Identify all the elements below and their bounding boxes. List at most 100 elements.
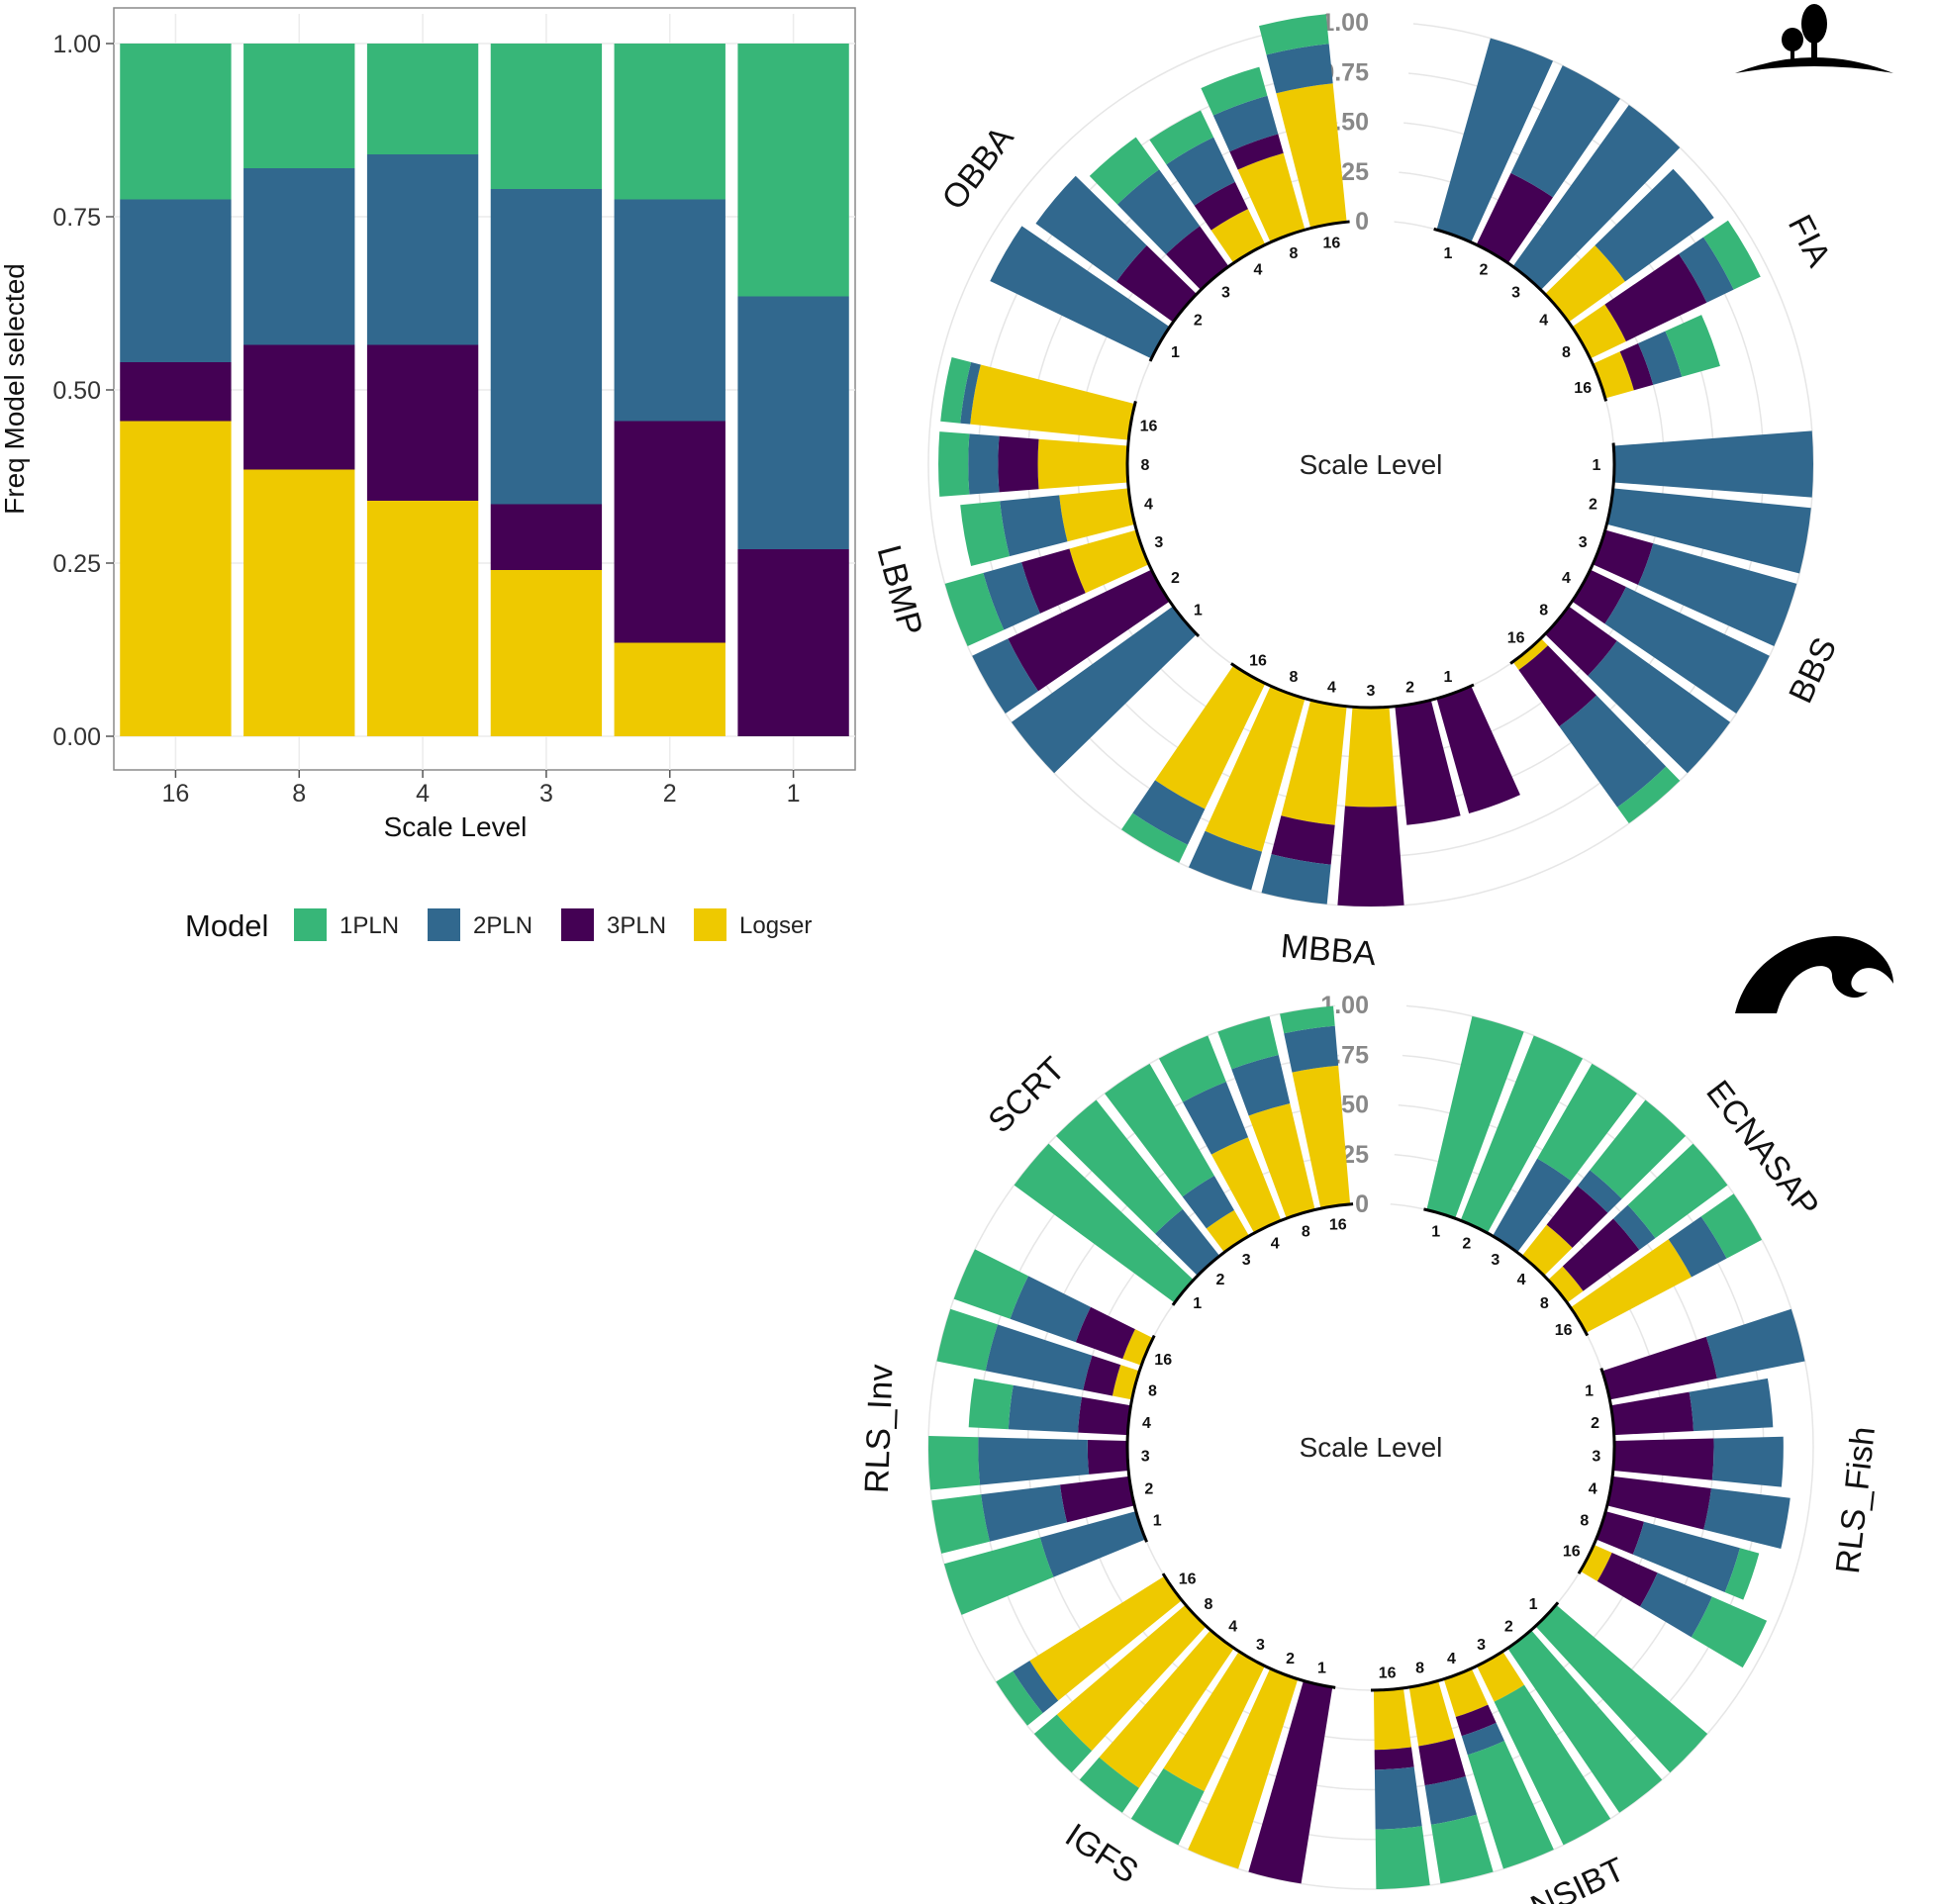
scale-level-label: 1: [1431, 1224, 1440, 1241]
radial-segment-scrt-1pln-2: [1055, 1099, 1183, 1234]
scale-level-label: 1: [1529, 1596, 1538, 1613]
scale-level-label: 1: [1444, 245, 1453, 262]
radial-segment-mbba-2pln-4: [1261, 854, 1331, 904]
radial-segment-rls-inv-3pln-3: [1087, 1439, 1129, 1475]
bar-segment-2pln-3: [490, 189, 603, 505]
scale-level-label: 4: [1562, 570, 1571, 587]
scale-level-label: 3: [1579, 534, 1588, 551]
radial-segment-rls-inv-1pln-2: [931, 1494, 990, 1554]
radial-segment-bbs-2pln-3: [1637, 543, 1797, 647]
scale-level-label: 16: [1563, 1543, 1581, 1560]
scale-level-label: 16: [1507, 630, 1525, 647]
radial-segment-rls-fish-2pln-16: [1639, 1572, 1712, 1638]
legend-title: Model: [185, 908, 268, 943]
radial-segment-obba-3pln-8: [1229, 134, 1284, 170]
bar-segment-3pln-16: [120, 362, 232, 422]
radial-segment-scrt-1pln-1: [1014, 1143, 1194, 1303]
scale-level-label: 2: [1480, 262, 1489, 279]
scale-level-label: 3: [1256, 1637, 1265, 1654]
bar-segment-2pln-8: [243, 168, 355, 345]
radial-segment-obba-2pln-4: [1166, 137, 1235, 206]
radial-segment-rls-fish-1pln-16: [1691, 1596, 1768, 1668]
radial-group-baseline: [1509, 442, 1616, 665]
tree-on-hill-icon: [1735, 4, 1893, 73]
radial-segment-lbmp-1pln-3: [944, 573, 1005, 647]
bar-chart-y-ticks: 0.00 0.25 0.50 0.75 1.00: [52, 31, 114, 751]
dataset-label-igfs: IGFS: [1058, 1816, 1144, 1890]
radial-group-baseline: [1148, 220, 1350, 362]
radial-segment-bbs-2pln-4: [1604, 587, 1770, 714]
radial-segment-nsibt-3pln-16: [1374, 1747, 1414, 1770]
dataset-label-bbs: BBS: [1782, 631, 1844, 709]
scale-level-label: 3: [1141, 1448, 1150, 1465]
radial-segment-rls-fish-2pln-4: [1703, 1488, 1790, 1550]
radial-segment-obba-1pln-3: [1089, 137, 1160, 205]
radial-segment-fia-2pln-16: [1637, 331, 1683, 385]
radial-group-bbs: 1 2 3 48 16 BBS: [1507, 430, 1844, 824]
radial-tick-label: 0: [1355, 1190, 1369, 1218]
radial-segment-nsibt-3pln-4: [1455, 1704, 1497, 1737]
x-tick-label: 3: [539, 780, 553, 808]
radial-segment-obba-3pln-4: [1194, 181, 1248, 231]
radial-segment-rls-inv-3pln-2: [1059, 1476, 1135, 1523]
scale-level-label: 4: [1589, 1480, 1597, 1497]
bar-segment-2pln-16: [120, 199, 232, 362]
radial-segment-bbs-3pln-3: [1593, 529, 1654, 585]
radial-segment-ecnasap-2pln-3: [1492, 1158, 1572, 1253]
radial-segment-nsibt-logser-16: [1373, 1687, 1411, 1751]
radial-segment-ecnasap-logser-4: [1521, 1224, 1573, 1277]
radial-segment-fia-logser-8: [1572, 304, 1626, 359]
scale-level-label: 1: [1317, 1661, 1326, 1677]
x-tick-label: 2: [663, 780, 677, 808]
scale-level-label: 2: [1591, 1415, 1599, 1432]
scale-level-label: 2: [1171, 570, 1180, 587]
radial-segment-lbmp-3pln-2: [1008, 569, 1170, 692]
radial-segment-fia-3pln-16: [1619, 343, 1654, 391]
dataset-label-nsibt: NSIBT: [1525, 1851, 1631, 1904]
radial-segment-fia-2pln-1: [1436, 38, 1554, 242]
radial-segment-mbba-logser-3: [1344, 707, 1398, 808]
radial-segment-ecnasap-3pln-4: [1546, 1186, 1608, 1248]
radial-segment-lbmp-2pln-4: [1000, 495, 1068, 557]
radial-group-igfs: 1 2 3 48 16 IGFS: [996, 1571, 1336, 1891]
radial-segment-lbmp-1pln-4: [960, 501, 1011, 567]
radial-segment-bbs-2pln-1: [1613, 430, 1813, 498]
scale-level-label: 2: [1589, 497, 1597, 514]
scale-level-label: 4: [1228, 1619, 1237, 1636]
radial-segment-ecnasap-1pln-4: [1590, 1099, 1687, 1199]
radial-segment-rls-inv-3pln-8: [1083, 1355, 1121, 1396]
x-tick-label: 16: [162, 780, 190, 808]
radial-segment-rls-inv-2pln-16: [1010, 1276, 1091, 1343]
bar-segment-logser-8: [243, 469, 355, 736]
radial-segment-lbmp-logser-4: [1059, 488, 1135, 542]
radial-group-mbba: 1 2 3 4 8 16 MBBA: [1121, 653, 1520, 973]
scale-level-label: 3: [1242, 1252, 1251, 1269]
radial-segment-lbmp-logser-16: [970, 364, 1135, 440]
radial-segment-fia-3pln-2: [1476, 172, 1553, 263]
x-tick-label: 1: [787, 780, 801, 808]
scale-level-label: 1: [1444, 669, 1453, 686]
radial-segment-ecnasap-1pln-16: [1700, 1193, 1763, 1259]
radial-segment-nsibt-1pln-4: [1467, 1741, 1554, 1869]
radial-chart-marine: 1.000.750.500.2501234816ECNASAP1234816RL…: [858, 992, 1883, 1904]
radial-segment-bbs-3pln-16: [1518, 645, 1597, 727]
radial-segment-nsibt-2pln-16: [1374, 1766, 1422, 1830]
bar-segment-3pln-8: [243, 344, 355, 470]
bar-segment-2pln-1: [737, 296, 849, 549]
radial-segment-rls-inv-logser-16: [1122, 1329, 1153, 1366]
radial-segment-igfs-1pln-16: [996, 1670, 1043, 1726]
radial-segment-rls-inv-3pln-16: [1075, 1306, 1135, 1360]
scale-level-label: 16: [1329, 1216, 1347, 1233]
scale-level-label: 4: [1271, 1236, 1280, 1253]
bar-segment-1pln-3: [490, 44, 603, 189]
radial-tick-label: 0: [1355, 208, 1369, 236]
radial-axis-ticks: 1.000.750.500.250: [1320, 9, 1369, 236]
radial-group-obba: 12 3 4 8 16 OBBA: [934, 14, 1350, 362]
radial-segment-obba-2pln-8: [1212, 95, 1279, 152]
radial-segment-nsibt-1pln-1: [1535, 1604, 1708, 1773]
radial-segment-mbba-2pln-16: [1132, 780, 1206, 845]
legend-swatch-logser: [694, 908, 726, 941]
radial-segment-mbba-logser-16: [1155, 665, 1266, 809]
y-axis-title: Freq Model selected: [0, 263, 30, 515]
radial-segment-bbs-1pln-16: [1617, 766, 1681, 824]
